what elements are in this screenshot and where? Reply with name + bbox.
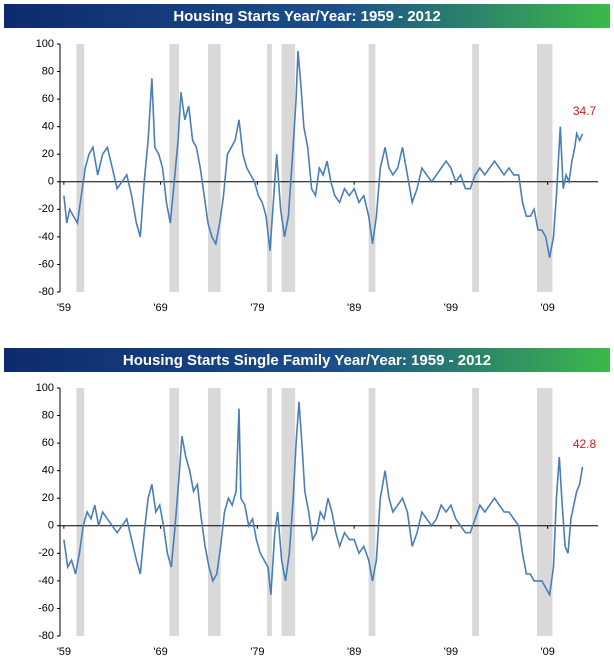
recession-band — [472, 388, 479, 636]
y-tick-label: -40 — [38, 231, 54, 243]
y-tick-label: -40 — [38, 575, 54, 587]
y-tick-label: -80 — [38, 630, 54, 642]
recession-band — [368, 44, 376, 292]
x-tick-label: '09 — [541, 302, 555, 314]
title-bar — [4, 348, 610, 372]
x-tick-label: '79 — [250, 302, 264, 314]
y-tick-label: -80 — [38, 286, 54, 298]
y-tick-label: 20 — [42, 492, 54, 504]
y-tick-label: -20 — [38, 547, 54, 559]
data-line — [63, 401, 584, 598]
y-tick-label: 80 — [42, 65, 54, 77]
title-bar — [4, 4, 610, 28]
recession-band — [76, 388, 85, 636]
last-value-label: 34.7 — [573, 104, 597, 118]
last-value-label: 42.8 — [573, 437, 597, 451]
x-tick-label: '99 — [444, 646, 458, 658]
y-tick-label: 100 — [36, 382, 54, 394]
recession-band — [281, 44, 296, 292]
y-tick-label: 80 — [42, 409, 54, 421]
y-tick-label: 40 — [42, 121, 54, 133]
recession-band — [169, 44, 180, 292]
recession-band — [169, 388, 180, 636]
recession-band — [472, 44, 479, 292]
y-tick-label: 20 — [42, 148, 54, 160]
recession-band — [537, 388, 553, 636]
y-tick-label: 0 — [48, 176, 54, 188]
recession-band — [208, 44, 221, 292]
x-tick-label: '69 — [153, 302, 167, 314]
y-tick-label: 100 — [36, 38, 54, 50]
x-tick-label: '79 — [250, 646, 264, 658]
recession-band — [267, 44, 272, 292]
x-tick-label: '59 — [57, 646, 71, 658]
chart-title: Housing Starts Year/Year: 1959 - 2012 — [173, 8, 440, 25]
x-tick-label: '89 — [347, 302, 361, 314]
y-tick-label: 0 — [48, 520, 54, 532]
chart-title: Housing Starts Single Family Year/Year: … — [123, 352, 491, 369]
recession-band — [76, 44, 85, 292]
x-tick-label: '69 — [153, 646, 167, 658]
x-tick-label: '99 — [444, 302, 458, 314]
x-tick-label: '09 — [541, 646, 555, 658]
recession-band — [208, 388, 221, 636]
recession-band — [281, 388, 296, 636]
y-tick-label: 40 — [42, 465, 54, 477]
y-tick-label: -20 — [38, 203, 54, 215]
y-tick-label: -60 — [38, 602, 54, 614]
x-tick-label: '59 — [57, 302, 71, 314]
data-line — [63, 50, 584, 258]
x-tick-label: '89 — [347, 646, 361, 658]
y-tick-label: -60 — [38, 258, 54, 270]
recession-band — [368, 388, 376, 636]
y-tick-label: 60 — [42, 93, 54, 105]
recession-band — [267, 388, 272, 636]
y-tick-label: 60 — [42, 437, 54, 449]
